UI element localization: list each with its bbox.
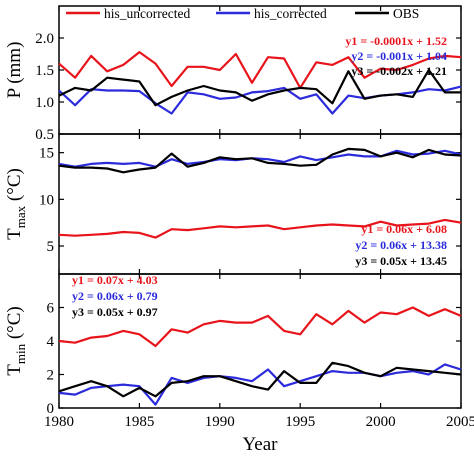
tmax-eq-y1: y1 = 0.06x + 6.08 [361,222,447,236]
tmax-eq-y3: y3 = 0.05x + 13.45 [355,254,447,268]
tmin-eq-y2: y2 = 0.06x + 0.79 [72,289,158,303]
x-tick-label: 1980 [44,414,74,430]
precipitation-series-line-his-uncorrected [58,50,462,90]
tmin-series [58,306,462,406]
x-tick-label: 2005 [446,414,474,430]
panel-tmin: 0 2 4 6 1980 1985 1990 1995 2000 2005 y1 = 0.07x… [4,273,474,455]
x-tick-label: 1995 [285,414,315,430]
tmax-series-line-obs [58,147,462,174]
tmax-series-line-his-corrected [58,149,462,168]
x-ticks: 1980 1985 1990 1995 2000 2005 [44,414,474,430]
tmax-y-tick-label: 10 [39,192,54,208]
tmin-y-tick-label: 0 [47,401,55,417]
tmax-y-label-main: T [4,228,25,240]
precipitation-y-ticks: 0.5 1.0 1.5 2.0 [35,6,462,143]
tmax-y-tick-label: 5 [47,239,55,255]
precipitation-series [58,50,462,115]
tmax-y-tick-label: 15 [39,146,54,162]
legend: his_uncorrected his_corrected OBS [66,6,419,21]
tmin-series-line-his-corrected [58,363,462,406]
precipitation-series-line-his-corrected [58,85,462,115]
tmax-series-line-his-uncorrected [58,218,462,239]
tmin-y-label-main: T [4,364,25,376]
precipitation-eq-y1: y1 = -0.0001x + 1.52 [345,34,447,48]
legend-label-his-uncorrected: his_uncorrected [104,6,190,21]
x-tick-label: 2000 [366,414,396,430]
panel-tmax: 5 10 15 y1 = 0.06x + 6.08 y2 = 0.06x + 13.… [4,133,462,275]
tmin-y-label: Tmin (°C) [4,306,28,376]
tmax-y-label: Tmax (°C) [4,168,28,240]
tmin-y-tick-label: 4 [47,334,55,350]
precipitation-y-tick-label: 1.5 [35,63,54,79]
tmax-series [58,147,462,239]
panel-tmax-frame [58,133,462,275]
precipitation-y-tick-label: 1.0 [35,95,54,111]
tmin-series-line-his-uncorrected [58,306,462,348]
tmin-eq-y1: y1 = 0.07x + 4.03 [72,273,158,287]
precipitation-series-line-obs [58,68,461,107]
precipitation-y-tick-label: 2.0 [35,31,54,47]
tmin-y-tick-label: 2 [47,368,55,384]
precipitation-eq-y2: y2 = -0.001x + 1.04 [351,49,447,63]
precipitation-eq-y3: y3 = -0.002x + 1.21 [351,64,447,78]
precipitation-y-label: P (mm) [4,42,25,99]
tmax-y-label-unit: (°C) [4,168,25,206]
panel-precipitation: 0.5 1.0 1.5 2.0 his_uncorrected his_correct… [4,5,462,143]
tmax-eq-y2: y2 = 0.06x + 13.38 [355,238,447,252]
x-tick-label: 1985 [124,414,154,430]
tmin-y-label-sub: min [13,343,28,364]
precipitation-y-tick-label: 0.5 [35,127,54,143]
tmax-y-label-sub: max [13,205,28,228]
tmin-y-tick-label: 6 [47,301,55,317]
x-tick-label: 1990 [205,414,235,430]
legend-label-obs: OBS [393,6,419,21]
tmin-series-line-obs [58,361,462,398]
tmax-y-ticks: 5 10 15 [39,134,462,274]
tmin-eq-y3: y3 = 0.05x + 0.97 [72,305,158,319]
tmin-y-label-unit: (°C) [4,306,25,344]
x-axis-label: Year [242,434,278,455]
legend-label-his-corrected: his_corrected [254,6,327,21]
